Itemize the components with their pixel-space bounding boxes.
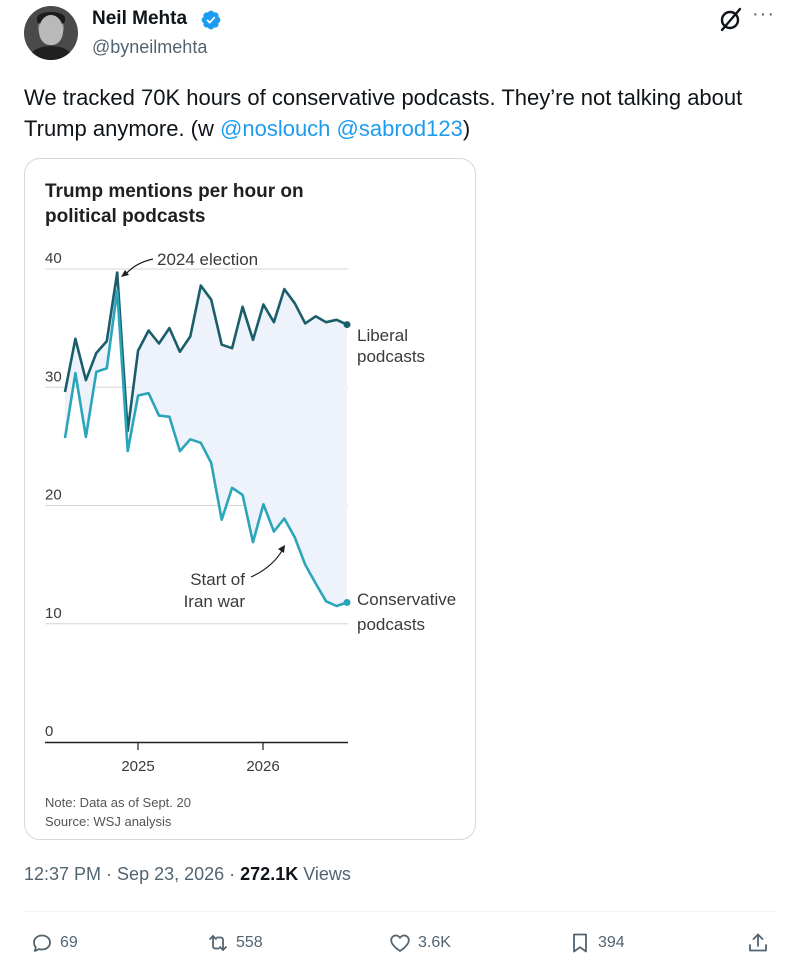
annotation-iran-arrowhead: [278, 545, 285, 553]
chart-source: Source: WSJ analysis: [45, 814, 172, 829]
repost-button[interactable]: 558: [206, 930, 263, 956]
annotation-election-arrowhead: [121, 270, 129, 277]
series-line-conservative: [63, 289, 348, 608]
bookmark-icon: [573, 933, 587, 953]
tweet-date: Sep 23, 2026: [117, 864, 225, 884]
tweet-text-body: We tracked 70K hours of conservative pod…: [24, 85, 743, 141]
chart-svg: Trump mentions per hour on political pod…: [45, 181, 456, 829]
mention-link-noslouch[interactable]: @noslouch: [220, 116, 331, 141]
tweet-timestamp[interactable]: 12:37 PM · Sep 23, 2026 · 272.1K Views: [24, 864, 351, 884]
legend-liberal-line1: Liberal: [357, 326, 408, 345]
bookmark-count: 394: [598, 934, 625, 951]
avatar-body: [30, 46, 72, 60]
annotation-iran-war-line1: Start of: [190, 570, 245, 589]
like-button[interactable]: 3.6K: [388, 930, 451, 956]
chart-title-line2: political podcasts: [45, 206, 205, 227]
like-count: 3.6K: [418, 934, 451, 951]
tweet-text-end: ): [462, 116, 471, 141]
tweet-time: 12:37 PM: [24, 864, 102, 884]
legend-liberal-line2: podcasts: [357, 347, 425, 366]
chart-gap-fill: [65, 272, 347, 606]
reply-count: 69: [60, 934, 78, 951]
share-button[interactable]: [746, 930, 770, 956]
chart-title-line1: Trump mentions per hour on: [45, 181, 304, 202]
reply-icon: [33, 934, 51, 952]
legend-conservative-line1: Conservative: [357, 590, 456, 609]
y-tick-label: 10: [45, 605, 62, 622]
verified-badge-icon: [201, 10, 221, 30]
avatar[interactable]: [24, 6, 78, 60]
mention-link-sabrod123[interactable]: @sabrod123: [336, 116, 463, 141]
views-label: Views: [303, 864, 351, 884]
y-tick-label: 20: [45, 487, 62, 504]
chart-y-tick-labels: 0 10 20 30 40: [45, 250, 62, 740]
chart-note: Note: Data as of Sept. 20: [45, 795, 191, 810]
legend-conservative-line2: podcasts: [357, 615, 425, 634]
annotation-election-arrow: [124, 258, 154, 276]
annotation-iran-arrow: [250, 548, 284, 578]
repost-count: 558: [236, 934, 263, 951]
repost-icon: [209, 935, 227, 951]
reply-button[interactable]: 69: [30, 930, 78, 956]
series-line-liberal: [63, 271, 348, 433]
author-handle[interactable]: @byneilmehta: [92, 37, 208, 57]
views-count: 272.1K: [240, 864, 299, 884]
bookmark-button[interactable]: 394: [568, 930, 625, 956]
divider: [24, 911, 776, 912]
share-icon: [749, 933, 767, 952]
y-tick-label: 30: [45, 368, 62, 385]
heart-icon: [390, 934, 410, 952]
x-tick-label: 2026: [246, 758, 279, 775]
annotation-iran-war-line2: Iran war: [184, 592, 246, 611]
y-tick-label: 40: [45, 250, 62, 267]
grok-icon[interactable]: [718, 6, 744, 32]
tweet-text: We tracked 70K hours of conservative pod…: [24, 82, 764, 144]
chart-x-ticks: 2025 2026: [121, 743, 280, 775]
annotation-2024-election: 2024 election: [157, 250, 258, 269]
avatar-face: [39, 15, 63, 45]
y-tick-label: 0: [45, 723, 53, 740]
chart-image-card[interactable]: Trump mentions per hour on political pod…: [24, 158, 476, 840]
series-end-dot-liberal: [343, 321, 351, 329]
x-tick-label: 2025: [121, 758, 154, 775]
author-name[interactable]: Neil Mehta: [92, 8, 188, 29]
series-end-dot-conservative: [343, 598, 351, 606]
more-options-icon[interactable]: ···: [752, 3, 775, 25]
